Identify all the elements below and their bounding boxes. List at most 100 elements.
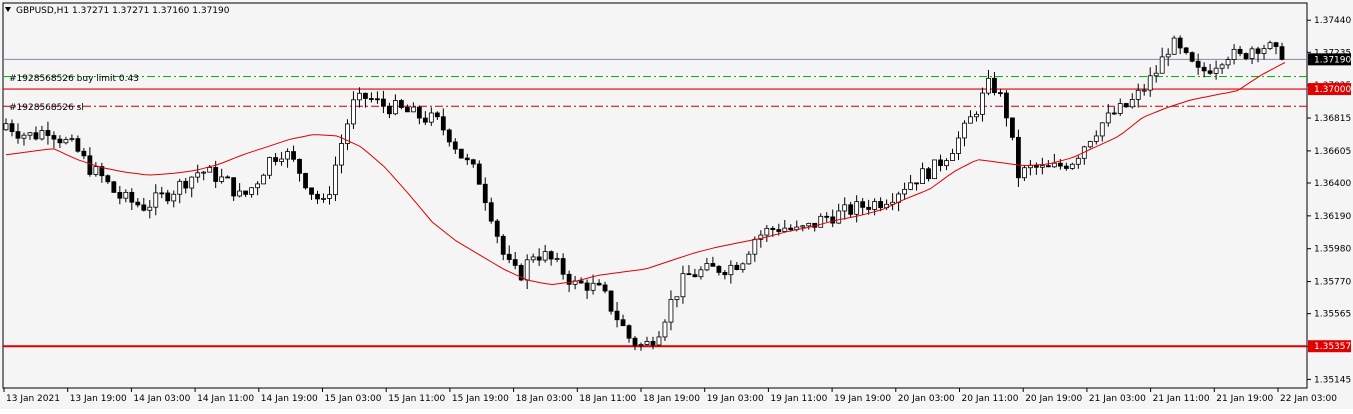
bull-candle <box>836 210 842 224</box>
x-tick-label: 14 Jan 11:00 <box>197 394 254 404</box>
bull-candle <box>590 282 596 291</box>
bear-candle <box>998 92 1003 95</box>
bear-candle <box>297 158 302 174</box>
bull-candle <box>986 77 991 94</box>
bull-candle <box>782 227 788 232</box>
bear-candle <box>183 180 189 189</box>
bull-candle <box>171 193 177 202</box>
bull-candle <box>63 139 69 144</box>
bear-candle <box>866 206 872 210</box>
bear-candle <box>1279 46 1285 60</box>
bear-candle <box>452 141 458 150</box>
bear-candle <box>494 220 500 237</box>
bear-candle <box>584 282 590 291</box>
bull-candle <box>764 227 770 236</box>
bull-candle <box>698 269 704 278</box>
current-price-tag-bg <box>1308 53 1351 66</box>
y-tick-label: 1.35980 <box>1314 245 1351 255</box>
upper-level-tag-bg <box>1308 83 1351 96</box>
bear-candle <box>422 117 428 123</box>
bear-candle <box>1273 42 1279 47</box>
y-tick-label: 1.37235 <box>1314 48 1351 58</box>
bear-candle <box>578 280 584 284</box>
bull-candle <box>842 204 848 212</box>
bear-candle <box>1177 37 1183 49</box>
bull-candle <box>1141 89 1147 92</box>
bear-candle <box>111 181 117 193</box>
bear-candle <box>1010 117 1015 138</box>
bull-candle <box>237 190 243 197</box>
moving-average-line <box>5 62 1286 286</box>
bull-candle <box>3 123 9 131</box>
bear-candle <box>129 191 135 203</box>
bull-candle <box>249 187 255 195</box>
bull-candle <box>704 263 710 271</box>
bear-candle <box>686 273 692 276</box>
bull-candle <box>333 164 338 196</box>
bear-candle <box>159 192 165 195</box>
bull-candle <box>1051 162 1057 168</box>
bear-candle <box>734 264 740 270</box>
bear-candle <box>1004 92 1009 119</box>
bear-candle <box>1123 103 1129 108</box>
y-tick-label: 1.36815 <box>1314 114 1351 124</box>
stop-loss-label[interactable]: #1928568526 sl <box>9 103 84 113</box>
bull-candle <box>1267 42 1273 50</box>
buy-limit-label[interactable]: #1928568526 buy limit 0.43 <box>9 74 139 84</box>
bull-candle <box>644 341 650 345</box>
bull-candle <box>267 157 272 176</box>
bear-candle <box>926 168 931 180</box>
bull-candle <box>638 344 644 346</box>
bull-candle <box>968 116 973 124</box>
bear-candle <box>446 129 452 143</box>
bear-candle <box>225 176 231 179</box>
bull-candle <box>219 176 225 182</box>
bear-candle <box>596 282 602 286</box>
time-axis[interactable]: 13 Jan 2021 13 Jan 19:00 14 Jan 03:00 14 Ja… <box>3 388 1337 404</box>
triangle-down-icon[interactable] <box>5 7 11 12</box>
bull-candle <box>1165 53 1171 58</box>
bear-candle <box>213 167 219 182</box>
bear-candle <box>87 155 93 175</box>
bull-candle <box>69 138 75 141</box>
bear-candle <box>404 107 410 113</box>
bull-candle <box>392 100 398 115</box>
bull-candle <box>974 113 979 118</box>
bear-candle <box>434 112 440 118</box>
bull-candle <box>1099 122 1105 137</box>
bull-candle <box>1105 112 1111 124</box>
bear-candle <box>464 157 470 161</box>
plot-area[interactable] <box>2 2 1308 389</box>
bear-candle <box>710 263 716 267</box>
bear-candle <box>776 229 782 232</box>
bull-candle <box>345 123 350 144</box>
bear-candle <box>914 182 919 185</box>
bear-candle <box>692 274 698 278</box>
bull-candle <box>1087 141 1093 148</box>
bear-candle <box>243 190 249 195</box>
bull-candle <box>758 234 764 240</box>
bear-candle <box>860 201 866 208</box>
bull-candle <box>1093 135 1099 142</box>
chart-title: GBPUSD,H1 1.37271 1.37271 1.37160 1.3719… <box>16 6 230 16</box>
bull-candle <box>410 106 416 113</box>
bear-candle <box>51 135 57 140</box>
bear-candle <box>500 235 506 255</box>
bull-candle <box>1159 56 1165 74</box>
bear-candle <box>9 123 15 132</box>
bear-candle <box>57 138 63 144</box>
bull-candle <box>980 92 985 115</box>
bull-candle <box>285 151 290 160</box>
bull-candle <box>1069 163 1075 169</box>
bull-candle <box>728 264 734 276</box>
bear-candle <box>878 201 884 209</box>
x-tick-label: 13 Jan 2021 <box>6 394 60 404</box>
bull-candle <box>542 251 548 261</box>
bull-candle <box>662 321 668 338</box>
bull-candle <box>902 188 907 195</box>
bear-candle <box>1183 47 1189 54</box>
bull-candle <box>1249 48 1255 59</box>
bull-candle <box>321 198 326 200</box>
